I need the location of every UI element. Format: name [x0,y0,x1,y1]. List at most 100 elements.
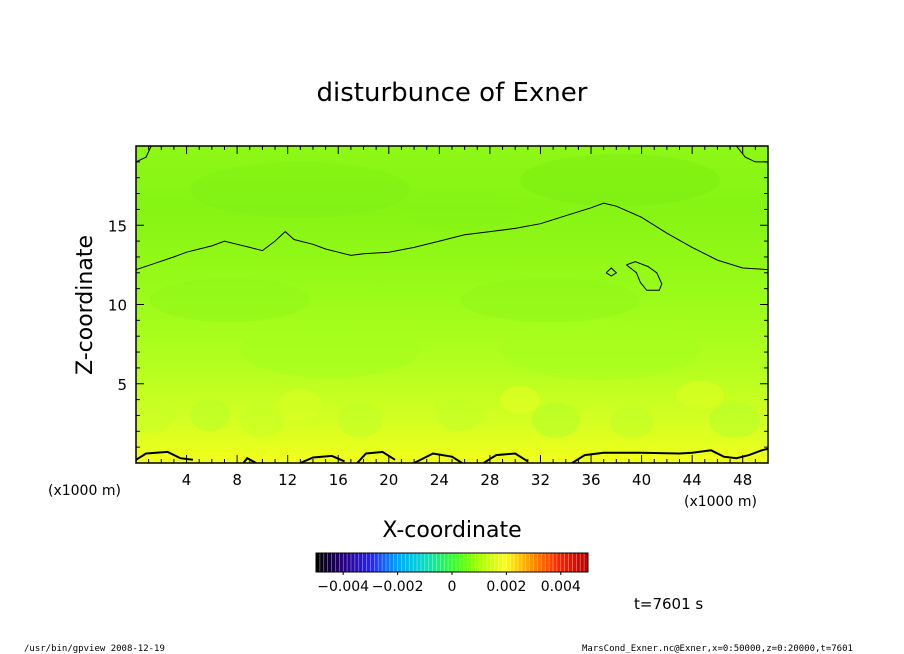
x-tick-label: 12 [278,471,297,489]
colorbar-band [327,553,332,572]
colorbar-band [525,553,531,572]
upper-contour [136,202,768,271]
colorbar-band [385,553,391,572]
colorbar-band [459,553,464,572]
y-tick-label: 10 [108,297,127,315]
colorbar-band [564,553,569,572]
colorbar-band [413,553,418,572]
field-blob [436,399,484,431]
colorbar-band [506,553,511,572]
colorbar-band [467,553,472,572]
colorbar-tick-label: 0.004 [541,579,581,595]
colorbar-band [354,553,360,572]
colorbar-band [347,553,352,572]
field-variations [136,154,761,438]
colorbar-band [432,553,437,572]
colorbar-band [393,553,398,572]
field-blob [520,154,720,206]
field-blob [190,399,230,431]
x-tick-label: 28 [480,471,499,489]
colorbar-band [549,553,554,572]
colorbar-band [397,553,402,572]
colorbar-band [541,553,546,572]
field-blob [500,386,540,414]
colorbar-band [436,553,441,572]
colorbar-band [529,553,534,572]
x-tick-label: 16 [329,471,348,489]
colorbar-band [444,553,449,572]
bottom-contour-2 [242,456,257,463]
colorbar-band [514,553,519,572]
colorbar-tick-label: −0.004 [317,579,369,595]
field-blob [278,389,322,421]
colorbar-band [576,553,581,572]
x-tick-label: 8 [232,471,242,489]
field-blob [460,278,640,322]
colorbar-band [409,553,414,572]
x-tick-label: 40 [632,471,651,489]
chart-title: disturbunce of Exner [317,78,588,108]
colorbar-band [502,553,507,572]
colorbar-band [518,553,523,572]
y-tick-label: 5 [117,376,127,394]
field-blob [709,402,761,438]
colorbar-band [568,553,573,572]
top-right-corner-contour [736,146,768,163]
field-blob [240,322,420,378]
y-tick-label: 15 [108,217,127,235]
colorbar-band [323,553,328,572]
x-tick-label: 36 [581,471,600,489]
colorbar-band [370,553,375,572]
x-tick-label: 44 [683,471,702,489]
y-axis-ticks: 5 10 15 [108,161,768,448]
colorbar-band [366,553,371,572]
x-unit-left: (x1000 m) [48,483,121,499]
colorbar-band [471,553,476,572]
x-tick-label: 32 [531,471,550,489]
bottom-contour-5 [413,452,463,463]
x-tick-label: 20 [379,471,398,489]
colorbar-band [479,553,484,572]
y-axis-label: Z-coordinate [73,235,98,375]
colorbar-band [448,553,453,572]
colorbar-tick-label: −0.002 [372,579,424,595]
footer-right: MarsCond_Exner.nc@Exner,x=0:50000,z=0:20… [582,644,853,654]
time-label: t=7601 s [634,595,703,613]
field-blob [400,190,520,230]
field-blob [190,162,410,218]
field-blob [500,320,700,380]
colorbar-band [521,553,527,572]
colorbar-band [405,553,410,572]
colorbar-band [490,553,496,572]
colorbar-band [560,553,565,572]
colorbar-band [440,553,445,572]
footer-left: /usr/bin/gpview 2008-12-19 [24,644,165,654]
field-blob [240,402,284,438]
colorbar-band [424,553,429,572]
colorbar-band [580,553,585,572]
colorbar-band [556,553,562,572]
colorbar-tick-label: 0.002 [486,579,526,595]
colorbar-band [374,553,379,572]
x-axis-label: X-coordinate [382,518,521,543]
colorbar-band [428,553,433,572]
colorbar-band [378,553,383,572]
colorbar-band [498,553,503,572]
x-unit-right: (x1000 m) [684,494,757,510]
field-blob [532,402,580,438]
island-contour-b [626,261,663,291]
colorbar-band [483,553,488,572]
colorbar-band [463,553,468,572]
colorbar-stripes [315,553,589,572]
colorbar-ticks: −0.004 −0.002 0 0.002 0.004 [317,572,581,595]
colorbar-band [553,553,558,572]
colorbar-band [335,553,340,572]
x-tick-label: 4 [182,471,192,489]
colorbar-band [545,553,550,572]
colorbar-band [401,553,406,572]
colorbar: −0.004 −0.002 0 0.002 0.004 [315,552,589,595]
bottom-contour-1 [136,450,194,461]
field-blob [338,402,382,438]
field-blob [676,381,724,409]
